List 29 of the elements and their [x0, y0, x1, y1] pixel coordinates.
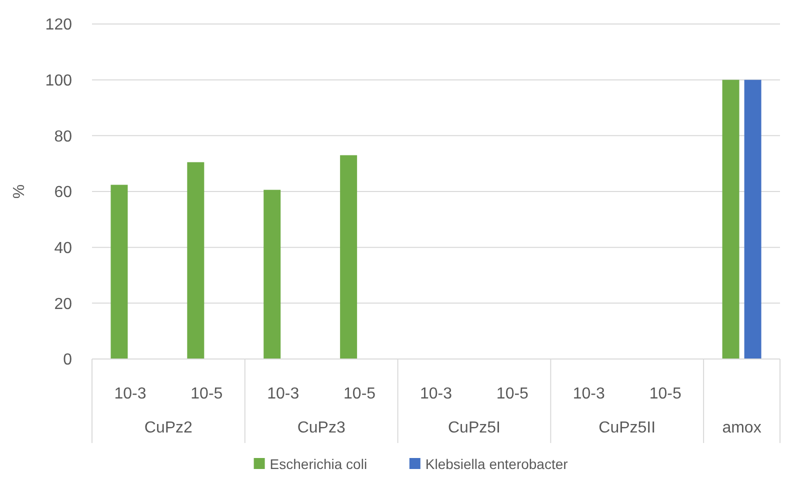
text: amox [722, 420, 762, 437]
x-tick-label: 10-3 [572, 386, 605, 403]
x-tick-label: 10-5 [649, 386, 682, 403]
y-tick-label: 60 [54, 184, 72, 202]
x-tick-label: 10-5 [190, 386, 223, 403]
bar [264, 190, 281, 359]
y-tick-label: 80 [54, 128, 72, 146]
text: CuPz3 [297, 420, 346, 437]
y-tick-label: 0 [63, 352, 72, 369]
y-tick-label: 40 [54, 240, 72, 257]
x-tick-label: 10-5 [344, 386, 376, 403]
text: CuPz2 [144, 420, 193, 437]
x-tick-label: 10-5 [496, 386, 529, 403]
bar [744, 80, 762, 359]
y-tick-label: 20 [54, 296, 72, 313]
y-tick-label: 120 [45, 16, 72, 34]
bar [187, 162, 204, 359]
text: CuPz5I [448, 420, 500, 437]
x-tick-label: 10-3 [420, 386, 452, 403]
y-axis-title: % [11, 184, 28, 199]
legend-label: Escherichia coli [270, 456, 368, 472]
bar [110, 184, 128, 359]
bar [340, 155, 358, 359]
x-tick-label: 10-3 [114, 386, 146, 403]
x-tick-label: 10-3 [267, 386, 300, 403]
bar [722, 80, 740, 359]
legend-label: Klebsiella enterobacter [425, 456, 568, 472]
text: CuPz5II [598, 420, 656, 437]
y-tick-label: 100 [45, 72, 72, 90]
